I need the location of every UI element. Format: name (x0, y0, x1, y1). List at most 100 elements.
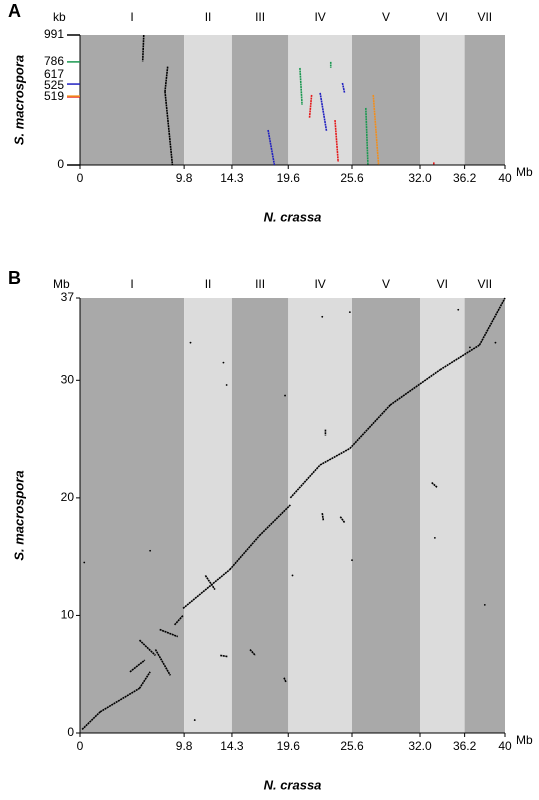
chromosome-band (80, 35, 185, 165)
y-tick-label: 991 (44, 27, 64, 41)
x-tick-label: 9.8 (176, 171, 193, 185)
y-tick-label: 30 (61, 372, 75, 386)
synteny-segment (319, 447, 351, 466)
panel-label: A (8, 1, 21, 21)
x-axis-title: N. crassa (264, 777, 322, 792)
synteny-segment (372, 94, 380, 166)
synteny-dot (149, 549, 152, 552)
y-unit: Mb (53, 277, 70, 291)
synteny-dot (321, 315, 324, 318)
x-unit: Mb (516, 165, 533, 179)
synteny-segment (99, 687, 140, 713)
synteny-dot (284, 394, 286, 397)
chromosome-label: V (382, 10, 390, 24)
x-tick-label: 9.8 (176, 739, 193, 753)
synteny-segment (478, 297, 506, 346)
synteny-segment (138, 639, 156, 656)
synteny-segment (431, 481, 438, 488)
synteny-segment (138, 671, 151, 689)
chromosome-label: VI (437, 277, 448, 291)
synteny-dot (348, 311, 351, 314)
x-tick-label: 14.3 (220, 171, 244, 185)
synteny-dot (483, 603, 486, 606)
chromosome-band (231, 35, 289, 165)
panel-label: B (8, 268, 21, 288)
x-tick-label: 0 (77, 171, 84, 185)
y-tick-label: 20 (61, 490, 75, 504)
chromosome-band (288, 298, 352, 733)
synteny-segment (154, 649, 172, 676)
synteny-dot (83, 561, 86, 564)
chromosome-label: II (205, 10, 212, 24)
chromosome-band (288, 35, 352, 165)
y-tick-label: 525 (44, 78, 64, 92)
x-tick-label: 25.6 (340, 739, 364, 753)
synteny-segment (81, 711, 101, 731)
synteny-segment (249, 648, 256, 656)
synteny-segment (182, 568, 231, 609)
synteny-segment (321, 513, 325, 521)
synteny-segment (349, 404, 391, 450)
chromosome-label: I (130, 277, 133, 291)
synteny-segment (229, 534, 261, 571)
chromosome-band (231, 298, 289, 733)
chromosome-label: IV (314, 277, 325, 291)
y-tick-label: 0 (57, 157, 64, 171)
synteny-segment (341, 82, 346, 94)
synteny-dot (193, 719, 196, 721)
x-tick-label: 19.6 (277, 739, 301, 753)
y-tick-label: 617 (44, 67, 64, 81)
chromosome-band (352, 35, 420, 165)
chromosome-label: I (130, 10, 133, 24)
chromosome-band (184, 298, 232, 733)
synteny-segment (308, 94, 313, 118)
chromosome-label: III (255, 10, 265, 24)
chromosome-band (80, 298, 185, 733)
chromosome-label: VI (437, 10, 448, 24)
synteny-segment (164, 91, 174, 166)
y-tick-label: 0 (67, 725, 74, 739)
x-axis-title: N. crassa (264, 209, 322, 224)
x-tick-label: 32.0 (408, 171, 432, 185)
chromosome-band (420, 35, 465, 165)
synteny-dot (457, 308, 460, 311)
x-tick-label: 36.2 (453, 171, 477, 185)
chromosome-label: IV (314, 10, 325, 24)
synteny-segment (267, 129, 276, 166)
chromosome-label: VII (477, 10, 492, 24)
synteny-segment (258, 504, 291, 537)
synteny-segment (365, 107, 369, 166)
x-tick-label: 40 (498, 171, 512, 185)
synteny-segment (319, 92, 328, 132)
x-tick-label: 40 (498, 739, 512, 753)
synteny-segment (334, 119, 339, 163)
synteny-segment (283, 677, 287, 683)
x-tick-label: 36.2 (453, 739, 477, 753)
x-tick-label: 32.0 (408, 739, 432, 753)
x-tick-label: 19.6 (277, 171, 301, 185)
synteny-segment (159, 628, 179, 638)
synteny-segment (289, 464, 321, 499)
synteny-segment (220, 654, 228, 658)
synteny-dot (494, 341, 497, 344)
synteny-segment (389, 369, 441, 406)
synteny-dot (351, 559, 353, 562)
synteny-dot (469, 346, 471, 349)
chromosome-label: VII (477, 277, 492, 291)
y-tick-label: 10 (61, 608, 75, 622)
synteny-segment (164, 66, 169, 92)
chromosome-band (352, 298, 420, 733)
synteny-dot (189, 341, 192, 344)
synteny-segment (204, 575, 216, 591)
y-axis-title: S. macrospora (11, 470, 26, 560)
y-tick-label: 37 (61, 290, 75, 304)
y-unit: kb (53, 10, 66, 24)
synteny-dot (225, 384, 228, 386)
x-tick-label: 25.6 (340, 171, 364, 185)
synteny-segment (141, 34, 145, 62)
x-tick-label: 0 (77, 739, 84, 753)
synteny-segment (339, 516, 346, 524)
chromosome-label: III (255, 277, 265, 291)
chromosome-label: II (205, 277, 212, 291)
